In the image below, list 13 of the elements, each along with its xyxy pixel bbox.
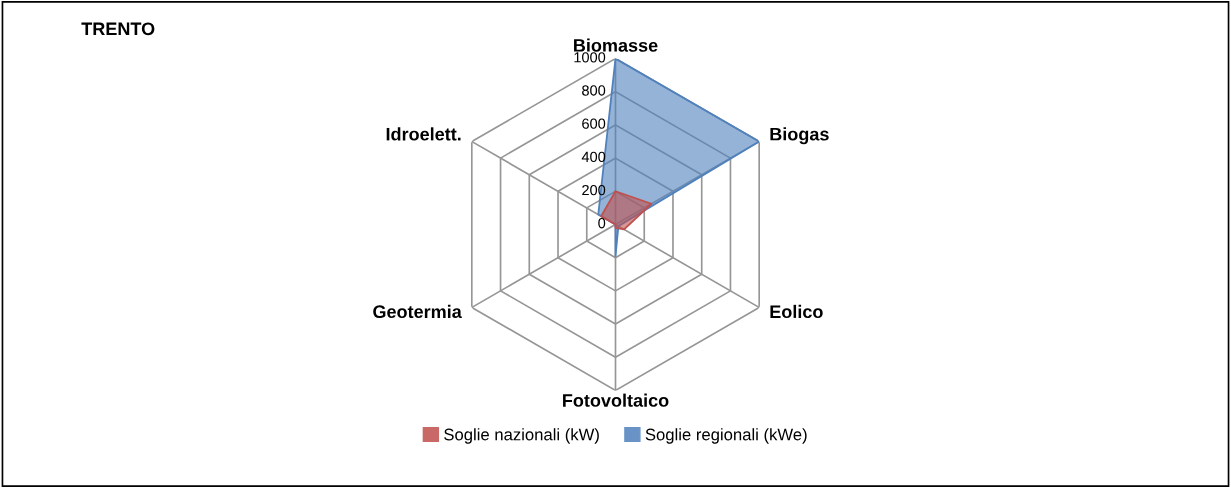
spoke-label: Eolico: [770, 304, 823, 319]
y-tick-label: 800: [582, 85, 606, 96]
legend-label: Soglie nazionali (kW): [444, 428, 599, 444]
spoke-label: Biomasse: [574, 38, 658, 52]
spoke-label: Biogas: [770, 127, 829, 145]
y-tick-label: 1000: [574, 52, 606, 63]
spoke-label: Fotovoltaico: [563, 393, 669, 407]
text: TRENTO: [81, 22, 155, 36]
spoke-label: Geotermia: [373, 304, 462, 319]
spoke-label: Idroelett.: [386, 127, 461, 141]
legend-label: Soglie regionali (kWe): [645, 428, 807, 444]
y-tick-label: 0: [598, 218, 606, 229]
y-tick-label: 600: [582, 118, 606, 129]
